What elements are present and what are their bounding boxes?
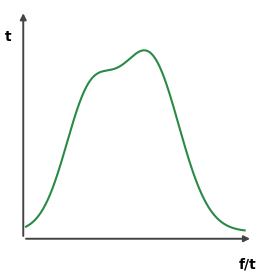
Text: f/t: f/t [238,257,256,271]
Text: t: t [5,30,11,44]
